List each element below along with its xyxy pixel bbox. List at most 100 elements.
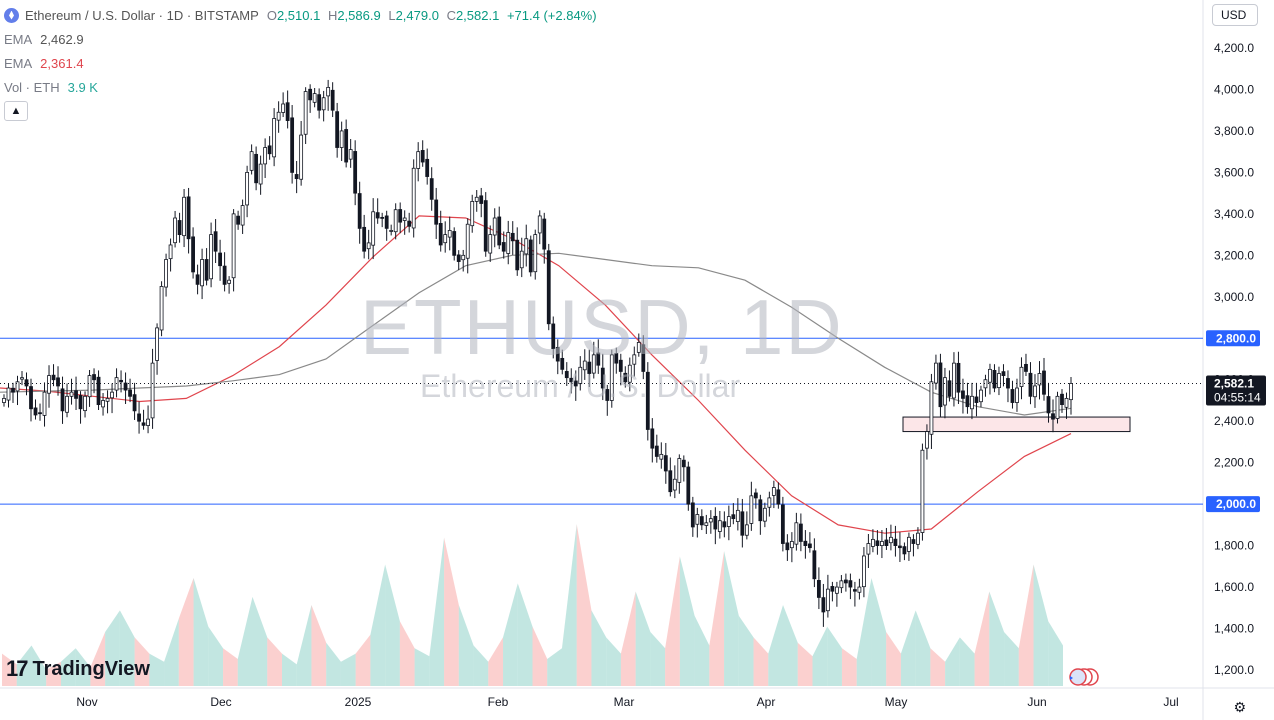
volume-area-segment (503, 583, 518, 686)
candle-down (357, 193, 362, 229)
candle-down (60, 388, 65, 412)
ema-fast-legend[interactable]: EMA 2,462.9 (4, 30, 601, 48)
volume-area-segment (296, 605, 312, 686)
tradingview-logo[interactable]: 17 TradingView (6, 656, 150, 682)
volume-area-segment (458, 605, 474, 686)
candle-down (663, 455, 668, 472)
volume-area-segment (1004, 632, 1019, 686)
candle-down (843, 579, 848, 584)
time-tick-label: Jun (1027, 695, 1046, 709)
candle-down (353, 151, 358, 194)
volume-area-segment (355, 634, 371, 686)
candle-up (1019, 366, 1024, 387)
price-level-badge-label: 2,000.0 (1216, 497, 1256, 511)
volume-area-segment (252, 596, 268, 686)
economic-events-icon[interactable] (1066, 668, 1100, 686)
candle-up (834, 586, 839, 594)
volume-area-segment (517, 583, 533, 686)
candle-down (456, 254, 461, 262)
volume-legend[interactable]: Vol · ETH 3.9 K (4, 78, 601, 96)
volume-area-segment (974, 591, 990, 686)
candle-down (560, 357, 565, 370)
ema-slow-legend[interactable]: EMA 2,361.4 (4, 54, 601, 72)
candle-up (794, 522, 799, 545)
price-tick-label: 1,400.0 (1214, 622, 1254, 636)
time-tick-label: Jul (1163, 695, 1178, 709)
horizontal-lines[interactable] (0, 337, 1203, 505)
volume-area-segment (326, 642, 341, 686)
support-zone-rectangle[interactable] (902, 416, 1131, 433)
candle-up (1069, 383, 1073, 401)
candle-up (47, 375, 51, 394)
volume-area-segment (753, 637, 769, 686)
volume-area-segment (2, 653, 17, 686)
candle-down (1060, 393, 1064, 406)
candle-down (1001, 371, 1006, 376)
candle-down (938, 362, 943, 408)
candle-up (105, 397, 110, 402)
volume-area-segment (635, 591, 651, 686)
candle-down (74, 390, 78, 399)
candlesticks (2, 79, 1073, 627)
price-tick-label: 3,800.0 (1214, 124, 1254, 138)
high-key: H (327, 7, 338, 23)
candle-down (596, 352, 601, 366)
candle-down (961, 390, 965, 399)
candle-down (191, 236, 195, 273)
time-tick-label: Nov (76, 695, 97, 709)
candle-up (627, 364, 632, 383)
candle-up (447, 230, 452, 238)
candle-down (186, 196, 191, 240)
settings-gear-icon[interactable]: ⚙ (1233, 699, 1246, 715)
candle-down (992, 370, 997, 389)
candle-down (218, 252, 223, 267)
volume-area-segment (399, 621, 415, 686)
symbol-row: Ethereum / U.S. Dollar · 1D · BITSTAMP O… (4, 6, 601, 24)
candle-up (231, 213, 236, 279)
candle-down (816, 580, 821, 598)
volume-area-segment (340, 653, 356, 686)
volume-area-segment (134, 637, 150, 686)
low-key: L (388, 7, 396, 23)
candle-up (443, 234, 448, 244)
candle-up (889, 536, 893, 544)
candle-up (87, 375, 92, 398)
candle-down (92, 374, 96, 381)
price-level-badge (1206, 496, 1260, 513)
volume-area-segment (1048, 621, 1063, 686)
volume-label: Vol · ETH (4, 79, 60, 95)
collapse-chevron-up-icon[interactable]: ▲ (4, 101, 28, 121)
candle-down (330, 89, 335, 111)
candle-up (411, 167, 416, 229)
candle-down (177, 220, 182, 235)
time-axis[interactable]: Nov Dec 2025 Feb Mar Apr May Jun Jul (76, 695, 1178, 709)
candle-down (497, 216, 502, 246)
candle-down (740, 511, 745, 536)
volume-area-segment (311, 605, 327, 686)
price-tick-label: 2,400.0 (1214, 414, 1254, 428)
candle-up (272, 118, 277, 158)
candle-up (155, 327, 159, 361)
candle-down (776, 489, 781, 505)
symbol-title[interactable]: Ethereum / U.S. Dollar · 1D · BITSTAMP (25, 7, 259, 23)
candle-down (204, 259, 209, 281)
candle-up (402, 217, 407, 221)
candle-down (780, 504, 785, 544)
candle-up (312, 93, 317, 103)
candle-up (717, 520, 722, 532)
volume-area-segment (223, 648, 238, 686)
candle-down (452, 231, 457, 256)
currency-button[interactable]: USD (1212, 4, 1258, 26)
candle-up (461, 254, 466, 261)
candle-up (524, 238, 529, 255)
candle-up (249, 151, 254, 171)
volume-area-segment (281, 653, 297, 686)
candle-up (227, 279, 232, 284)
price-axis[interactable]: 4,200.0 4,000.0 3,800.0 3,600.0 3,400.0 3,200… (1206, 41, 1266, 677)
volume-area-segment (827, 626, 842, 686)
collapse-row: ▲ (4, 101, 601, 121)
candle-up (164, 259, 168, 288)
candle-down (501, 242, 506, 252)
volume-area-segment (841, 648, 857, 686)
